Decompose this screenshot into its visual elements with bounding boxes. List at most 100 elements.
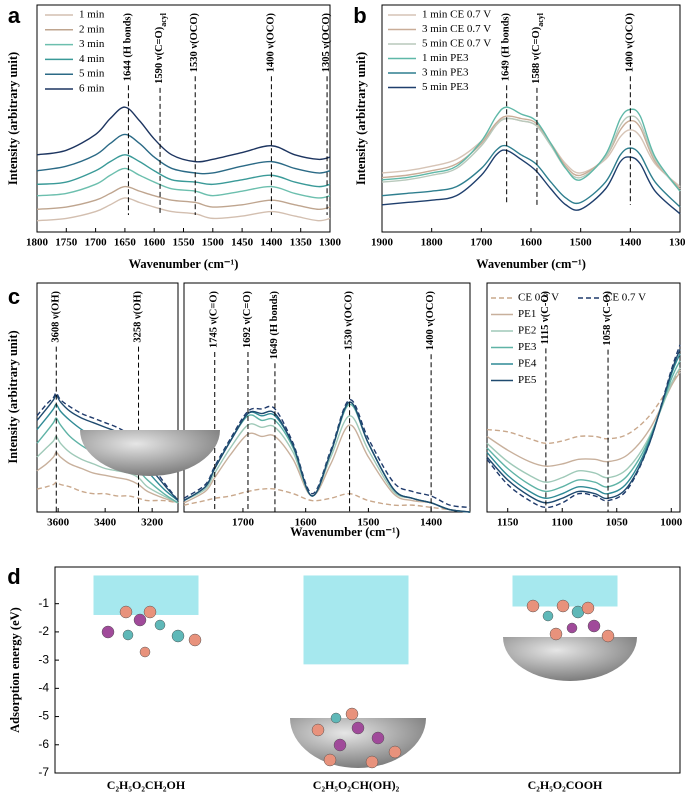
- peak-annotation: 1590 ν(C=O)acyl: [154, 12, 168, 84]
- x-tick-label: 1500: [357, 517, 380, 529]
- legend-label: 3 min CE 0.7 V: [422, 23, 491, 35]
- x-tick-label: 1600: [295, 517, 318, 529]
- peak-annotation: 1692 ν(C=O): [242, 291, 253, 349]
- x-tick-label: 1400: [420, 517, 443, 529]
- y-axis-label: Intensity (arbitrary unit): [6, 52, 20, 185]
- x-tick-label: 1150: [497, 517, 519, 529]
- peak-annotation: 1588 ν(C=O)acyl: [531, 12, 545, 84]
- x-tick-label: 1700: [85, 237, 108, 249]
- spectrum-line: [36, 481, 179, 504]
- legend-label: PE5: [518, 374, 537, 386]
- legend-label: 5 min: [79, 68, 105, 80]
- annotation-text: 1692 ν(C=O): [242, 291, 253, 349]
- peak-annotation: 3608 ν(OH): [51, 291, 62, 343]
- peak-annotation: 3258 ν(OH): [133, 291, 144, 343]
- panel-label: a: [8, 3, 21, 28]
- annotation-text: 1588 ν(C=O): [531, 26, 542, 84]
- spectrum-line: [486, 371, 681, 467]
- atoms: [101, 599, 615, 769]
- spectrum-line: [381, 115, 681, 192]
- annotation-text: 1644 (H bonds): [123, 12, 134, 81]
- y-axis-label: Adsorption energy (eV): [8, 607, 22, 733]
- x-axis-label: Wavenumber (cm⁻¹): [290, 525, 400, 539]
- spectrum-line: [183, 401, 471, 513]
- plot-frame: [183, 282, 471, 513]
- annotation-text: 3608 ν(OH): [51, 291, 62, 343]
- peak-annotation: 1058 ν(C-O): [602, 291, 613, 346]
- y-tick-label: -2: [38, 624, 49, 638]
- peak-annotation: 1649 (H bonds): [269, 290, 280, 359]
- x-tick-label: 1550: [173, 237, 196, 249]
- y-tick-label: -5: [38, 709, 49, 723]
- legend-label: CE 0.7 V: [605, 292, 646, 304]
- x-tick-label: 1700: [470, 237, 493, 249]
- x-category-label: C₂H₅O₂CH₂OH: [107, 778, 186, 792]
- annotation-text: 1115 ν(C-O): [540, 291, 551, 345]
- peak-annotation: 1649 (H bonds): [501, 12, 512, 81]
- y-tick-label: -3: [38, 652, 49, 666]
- spectrum-line: [381, 144, 681, 208]
- plot-frame: [486, 282, 681, 513]
- y-tick-label: -6: [38, 737, 49, 751]
- spectrum-line: [486, 349, 681, 504]
- x-axis-label: Wavenumber (cm⁻¹): [476, 257, 586, 271]
- x-tick-label: 1450: [231, 237, 254, 249]
- annotation-text: 1400 ν(OCO): [625, 13, 636, 73]
- x-tick-label: 1050: [606, 517, 629, 529]
- spectrum-line: [36, 106, 331, 163]
- plot-frame: [54, 566, 681, 774]
- panel-label: b: [353, 3, 366, 28]
- spectrum-line: [486, 369, 681, 445]
- annotation-text: 1400 ν(OCO): [426, 291, 437, 351]
- annotation-text: 1400 ν(OCO): [266, 13, 277, 73]
- legend-label: PE2: [518, 325, 536, 337]
- x-tick-label: 1300: [669, 237, 685, 249]
- legend-label: 4 min: [79, 53, 105, 65]
- plot-frame: [36, 282, 179, 513]
- peak-annotation: 1644 (H bonds): [123, 12, 134, 81]
- x-tick-label: 1300: [319, 237, 342, 249]
- panel-label: d: [7, 564, 20, 589]
- annotation-text: 1058 ν(C-O): [602, 291, 613, 346]
- y-axis-label: Intensity (arbitrary unit): [6, 330, 20, 463]
- peak-annotation: 1530 ν(OCO): [344, 291, 355, 351]
- x-axis-label: Wavenumber (cm⁻¹): [129, 257, 239, 271]
- legend-label: PE1: [518, 308, 536, 320]
- annotation-text: 3258 ν(OH): [133, 291, 144, 343]
- y-axis-label: Intensity (arbitrary unit): [354, 52, 368, 185]
- spectrum-line: [183, 399, 471, 509]
- spectrum-line: [36, 133, 331, 175]
- molecule-illustrations: [80, 430, 637, 769]
- annotation-text: 1649 (H bonds): [501, 12, 512, 81]
- legend-label: 1 min CE 0.7 V: [422, 9, 491, 21]
- x-tick-label: 1000: [660, 517, 683, 529]
- spectrum-line: [36, 451, 179, 504]
- peak-annotation: 1305 ν(OCO): [321, 13, 332, 73]
- surface: [80, 430, 220, 476]
- peak-annotation: 1530 ν(OCO): [190, 13, 201, 73]
- x-tick-label: 1900: [371, 237, 394, 249]
- panel-label: c: [8, 284, 20, 309]
- spectrum-line: [486, 344, 681, 509]
- annotation-subscript: acyl: [159, 12, 168, 27]
- spectrum-line: [36, 185, 331, 211]
- legend-label: 1 min: [79, 9, 105, 21]
- annotation-subscript: acyl: [536, 12, 545, 27]
- x-tick-label: 1800: [421, 237, 444, 249]
- x-tick-label: 3400: [94, 517, 117, 529]
- bar: [303, 575, 409, 665]
- legend-label: PE3: [518, 341, 537, 353]
- spectrum-line: [36, 435, 179, 504]
- x-category-label: C₂H₅O₂COOH: [528, 778, 603, 792]
- legend-label: CE 0.3 V: [518, 292, 559, 304]
- spectrum-line: [36, 167, 331, 199]
- legend-label: 2 min: [79, 23, 105, 35]
- spectrum-line: [381, 149, 681, 215]
- spectrum-line: [381, 106, 681, 192]
- annotation-text: 1530 ν(OCO): [190, 13, 201, 73]
- x-tick-label: 1700: [232, 517, 255, 529]
- x-tick-label: 1400: [619, 237, 642, 249]
- legend-label: 5 min PE3: [422, 81, 469, 93]
- x-tick-label: 3200: [141, 517, 164, 529]
